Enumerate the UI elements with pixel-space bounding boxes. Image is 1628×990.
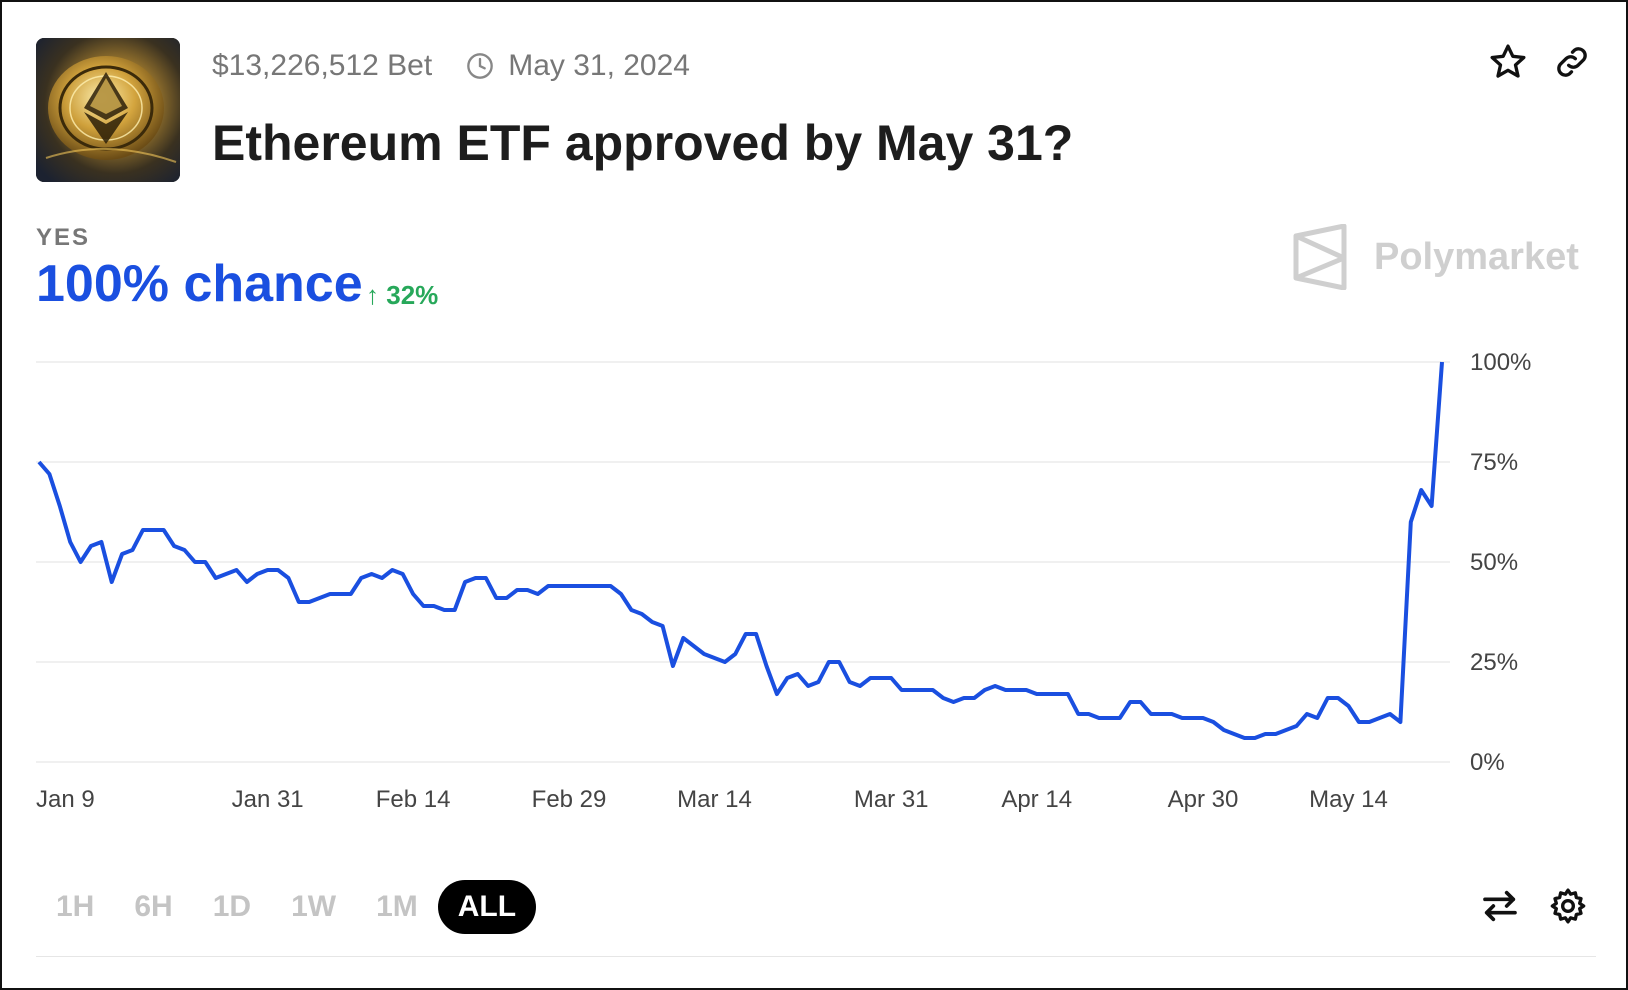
polymarket-watermark: Polymarket xyxy=(1292,224,1579,290)
range-button-all[interactable]: ALL xyxy=(437,880,537,934)
x-tick-label: Apr 14 xyxy=(1001,786,1072,813)
y-tick-label: 0% xyxy=(1470,749,1505,776)
chance-delta: ↑ 32% xyxy=(366,280,438,311)
ethereum-coin-graphic xyxy=(36,38,180,182)
volume-text: $13,226,512 Bet xyxy=(212,49,433,82)
market-meta: $13,226,512 Bet May 31, 2024 xyxy=(212,46,690,86)
star-icon[interactable] xyxy=(1488,42,1528,82)
divider xyxy=(36,956,1596,957)
x-tick-label: May 14 xyxy=(1309,786,1388,813)
x-tick-label: Jan 9 xyxy=(36,786,95,813)
outcome-label: YES xyxy=(36,224,91,251)
chart-actions xyxy=(1480,886,1588,926)
gear-icon[interactable] xyxy=(1548,886,1588,926)
y-tick-label: 100% xyxy=(1470,349,1531,376)
time-range-selector: 1H 6H 1D 1W 1M ALL xyxy=(36,880,537,934)
y-tick-label: 50% xyxy=(1470,549,1518,576)
clock-icon xyxy=(467,53,494,79)
chart-grid xyxy=(36,361,1450,763)
arrow-up-icon: ↑ xyxy=(366,280,387,310)
y-tick-label: 75% xyxy=(1470,449,1518,476)
x-tick-label: Mar 31 xyxy=(854,786,929,813)
header-actions xyxy=(1488,42,1592,82)
y-tick-label: 25% xyxy=(1470,649,1518,676)
polymarket-logo-icon xyxy=(1293,224,1347,290)
chance-value: 100% chance xyxy=(36,255,363,313)
range-button-1h[interactable]: 1H xyxy=(56,890,95,923)
range-button-1d[interactable]: 1D xyxy=(212,890,252,923)
x-tick-label: Feb 29 xyxy=(532,786,607,813)
market-title: Ethereum ETF approved by May 31? xyxy=(212,115,1074,171)
x-tick-label: Feb 14 xyxy=(376,786,451,813)
range-button-6h[interactable]: 6H xyxy=(134,890,173,923)
link-icon[interactable] xyxy=(1552,42,1592,82)
brand-name: Polymarket xyxy=(1374,235,1579,278)
range-button-1m[interactable]: 1M xyxy=(376,890,418,923)
x-tick-label: Mar 14 xyxy=(677,786,752,813)
x-tick-label: Apr 30 xyxy=(1168,786,1239,813)
swap-arrows-icon[interactable] xyxy=(1480,886,1520,926)
yes-price-line xyxy=(37,361,1444,740)
x-tick-label: Jan 31 xyxy=(232,786,304,813)
price-chart: 100% 75% 50% 25% 0% Jan 9 Jan 31 Feb 14 Feb 29 M… xyxy=(36,349,1531,813)
y-axis-labels: 100% 75% 50% 25% 0% xyxy=(1470,349,1531,776)
delta-value: 32% xyxy=(386,280,439,310)
end-date-text: May 31, 2024 xyxy=(508,49,690,82)
range-button-1w[interactable]: 1W xyxy=(291,890,337,923)
ethereum-coin-image xyxy=(36,38,180,182)
x-axis-labels: Jan 9 Jan 31 Feb 14 Feb 29 Mar 14 Mar 31 Apr 1… xyxy=(36,786,1388,813)
